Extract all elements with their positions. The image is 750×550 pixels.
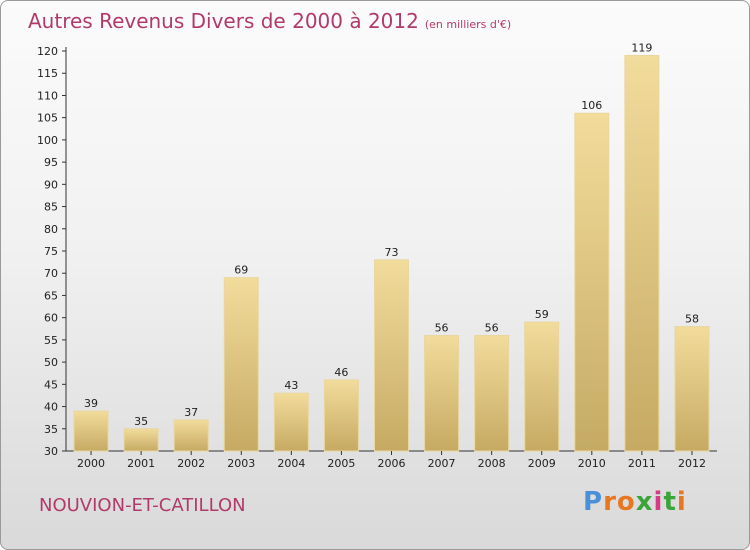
brand-letter: P [583, 487, 604, 517]
bar [123, 428, 159, 452]
bar [273, 392, 309, 452]
x-tick-label: 2003 [227, 457, 255, 470]
bar [624, 54, 660, 452]
y-tick-label: 55 [44, 334, 58, 347]
y-tick-label: 50 [44, 356, 58, 369]
bar-value-label: 35 [134, 415, 148, 428]
bar [223, 277, 259, 452]
y-tick-label: 115 [37, 67, 58, 80]
bar-value-label: 59 [535, 308, 549, 321]
x-tick-label: 2000 [77, 457, 105, 470]
y-tick-label: 105 [37, 112, 58, 125]
y-tick-label: 60 [44, 312, 58, 325]
bar [173, 419, 209, 452]
y-tick-label: 40 [44, 401, 58, 414]
x-tick-label: 2012 [678, 457, 706, 470]
bar [323, 379, 359, 452]
bar [524, 321, 560, 452]
bar [574, 112, 610, 452]
x-tick-label: 2010 [578, 457, 606, 470]
brand-letter: i [676, 487, 687, 517]
bar-value-label: 69 [234, 264, 248, 277]
y-tick-label: 30 [44, 445, 58, 458]
bar-value-label: 39 [84, 397, 98, 410]
bar [374, 259, 409, 452]
y-tick-label: 70 [44, 267, 58, 280]
y-tick-label: 75 [44, 245, 58, 258]
location-label: NOUVION-ET-CATILLON [39, 495, 246, 516]
bar-value-label: 106 [581, 99, 602, 112]
bar-value-label: 46 [334, 366, 348, 379]
x-tick-label: 2011 [628, 457, 656, 470]
x-tick-label: 2007 [428, 457, 456, 470]
x-tick-label: 2006 [378, 457, 406, 470]
x-tick-label: 2008 [478, 457, 506, 470]
y-tick-label: 80 [44, 223, 58, 236]
bar [424, 334, 460, 452]
bar-value-label: 56 [435, 321, 449, 334]
x-tick-label: 2005 [327, 457, 355, 470]
bar [674, 326, 710, 452]
bar-value-label: 37 [184, 406, 198, 419]
brand-letter: t [663, 487, 677, 517]
y-tick-label: 110 [37, 89, 58, 102]
chart-title: Autres Revenus Divers de 2000 à 2012 (en … [28, 9, 511, 33]
y-tick-label: 45 [44, 378, 58, 391]
brand-logo: Proxiti [583, 487, 687, 517]
bar [474, 334, 510, 452]
bar-value-label: 73 [385, 246, 399, 259]
y-tick-label: 120 [37, 45, 58, 58]
bar-value-label: 43 [284, 379, 298, 392]
brand-letter: o [616, 487, 636, 517]
brand-letter: i [653, 487, 664, 517]
bar [73, 410, 109, 452]
x-tick-label: 2009 [528, 457, 556, 470]
brand-letter: r [603, 487, 617, 517]
y-tick-label: 85 [44, 201, 58, 214]
x-tick-label: 2002 [177, 457, 205, 470]
brand-letter: x [635, 487, 654, 517]
y-tick-label: 35 [44, 423, 58, 436]
y-tick-label: 90 [44, 178, 58, 191]
bar-value-label: 119 [631, 41, 652, 54]
chart-title-text: Autres Revenus Divers de 2000 à 2012 [28, 9, 419, 33]
y-tick-label: 100 [37, 134, 58, 147]
x-tick-label: 2001 [127, 457, 155, 470]
x-tick-label: 2004 [277, 457, 305, 470]
bar-value-label: 56 [485, 321, 499, 334]
y-tick-label: 65 [44, 289, 58, 302]
y-tick-label: 95 [44, 156, 58, 169]
chart-subtitle: (en milliers d'€) [424, 18, 512, 31]
bar-value-label: 58 [685, 313, 699, 326]
